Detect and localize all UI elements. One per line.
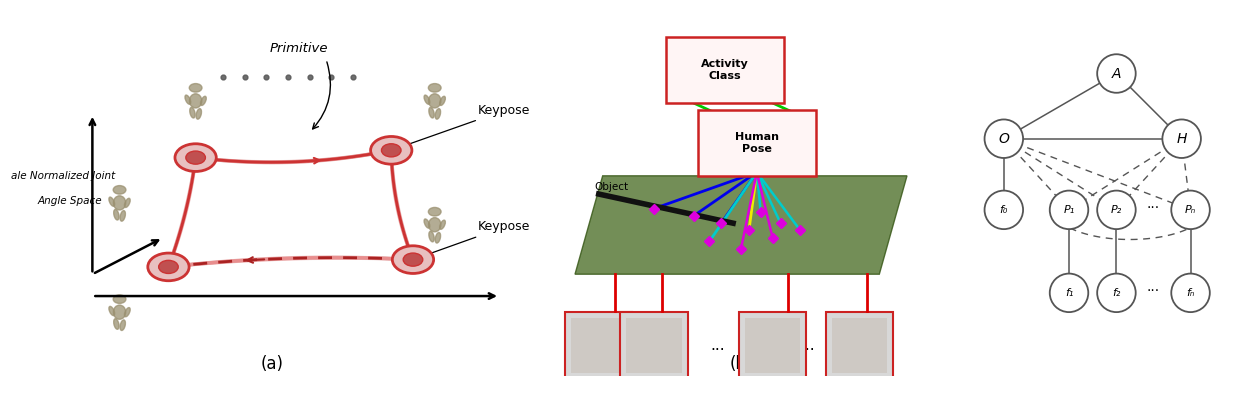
Text: A: A — [1112, 67, 1121, 80]
Text: ...: ... — [1147, 197, 1160, 211]
Circle shape — [175, 144, 216, 171]
Circle shape — [984, 120, 1023, 158]
FancyBboxPatch shape — [620, 312, 688, 378]
FancyBboxPatch shape — [571, 318, 626, 373]
Text: f₀: f₀ — [999, 205, 1008, 215]
Text: P₂: P₂ — [1110, 205, 1123, 215]
Text: ...: ... — [1147, 280, 1160, 294]
FancyBboxPatch shape — [626, 318, 682, 373]
Text: Activity
Class: Activity Class — [701, 59, 750, 81]
Ellipse shape — [429, 218, 441, 232]
Text: ...: ... — [800, 338, 815, 353]
Circle shape — [403, 253, 422, 266]
FancyBboxPatch shape — [832, 318, 887, 373]
Circle shape — [984, 190, 1023, 229]
Ellipse shape — [125, 198, 130, 208]
Ellipse shape — [429, 107, 435, 118]
Ellipse shape — [424, 219, 430, 228]
Circle shape — [1097, 54, 1136, 93]
Text: Human
Pose: Human Pose — [735, 132, 779, 154]
Circle shape — [370, 137, 412, 164]
Text: Angle Space: Angle Space — [38, 196, 103, 206]
FancyBboxPatch shape — [826, 312, 893, 378]
Circle shape — [429, 84, 441, 92]
Ellipse shape — [114, 196, 126, 210]
Circle shape — [114, 186, 126, 194]
Ellipse shape — [424, 95, 430, 104]
Ellipse shape — [114, 209, 119, 220]
FancyBboxPatch shape — [739, 312, 806, 378]
Ellipse shape — [189, 94, 201, 108]
Ellipse shape — [109, 307, 115, 316]
Text: O: O — [998, 132, 1009, 146]
Circle shape — [1171, 190, 1210, 229]
Text: (b): (b) — [730, 354, 752, 373]
Text: H: H — [1177, 132, 1187, 146]
Ellipse shape — [435, 232, 441, 243]
Text: fₙ: fₙ — [1187, 288, 1194, 298]
Text: P₁: P₁ — [1063, 205, 1074, 215]
Ellipse shape — [109, 197, 115, 206]
Text: (a): (a) — [261, 354, 283, 373]
Ellipse shape — [125, 308, 130, 317]
Ellipse shape — [190, 107, 195, 118]
FancyBboxPatch shape — [698, 110, 816, 176]
Text: Object: Object — [595, 182, 629, 192]
Circle shape — [1097, 274, 1136, 312]
Text: ale Normalized Joint: ale Normalized Joint — [11, 171, 115, 181]
Circle shape — [429, 208, 441, 216]
Ellipse shape — [196, 109, 201, 119]
Circle shape — [393, 246, 433, 274]
Circle shape — [189, 84, 203, 92]
Circle shape — [158, 260, 178, 274]
Ellipse shape — [200, 96, 206, 105]
Text: f₂: f₂ — [1113, 288, 1120, 298]
Circle shape — [114, 295, 126, 303]
Text: Pₙ: Pₙ — [1184, 205, 1197, 215]
Circle shape — [185, 151, 205, 164]
Text: ...: ... — [710, 338, 725, 353]
Text: Primitive: Primitive — [269, 42, 329, 55]
Ellipse shape — [429, 94, 441, 108]
Circle shape — [1171, 274, 1210, 312]
Ellipse shape — [185, 95, 190, 104]
Ellipse shape — [440, 220, 446, 229]
Circle shape — [148, 253, 189, 281]
Ellipse shape — [114, 319, 119, 329]
Circle shape — [1097, 190, 1136, 229]
FancyBboxPatch shape — [566, 312, 632, 378]
Circle shape — [1050, 190, 1088, 229]
Ellipse shape — [435, 109, 441, 119]
Text: Keypose: Keypose — [395, 104, 531, 150]
FancyBboxPatch shape — [745, 318, 800, 373]
Circle shape — [1162, 120, 1200, 158]
Ellipse shape — [440, 96, 446, 105]
Polygon shape — [576, 176, 906, 274]
Text: Keypose: Keypose — [417, 221, 531, 259]
Ellipse shape — [120, 211, 126, 221]
Text: f₁: f₁ — [1065, 288, 1073, 298]
FancyBboxPatch shape — [666, 37, 784, 103]
Ellipse shape — [114, 305, 126, 319]
Ellipse shape — [429, 231, 435, 242]
Ellipse shape — [120, 320, 126, 331]
Circle shape — [1050, 274, 1088, 312]
Circle shape — [382, 144, 401, 157]
